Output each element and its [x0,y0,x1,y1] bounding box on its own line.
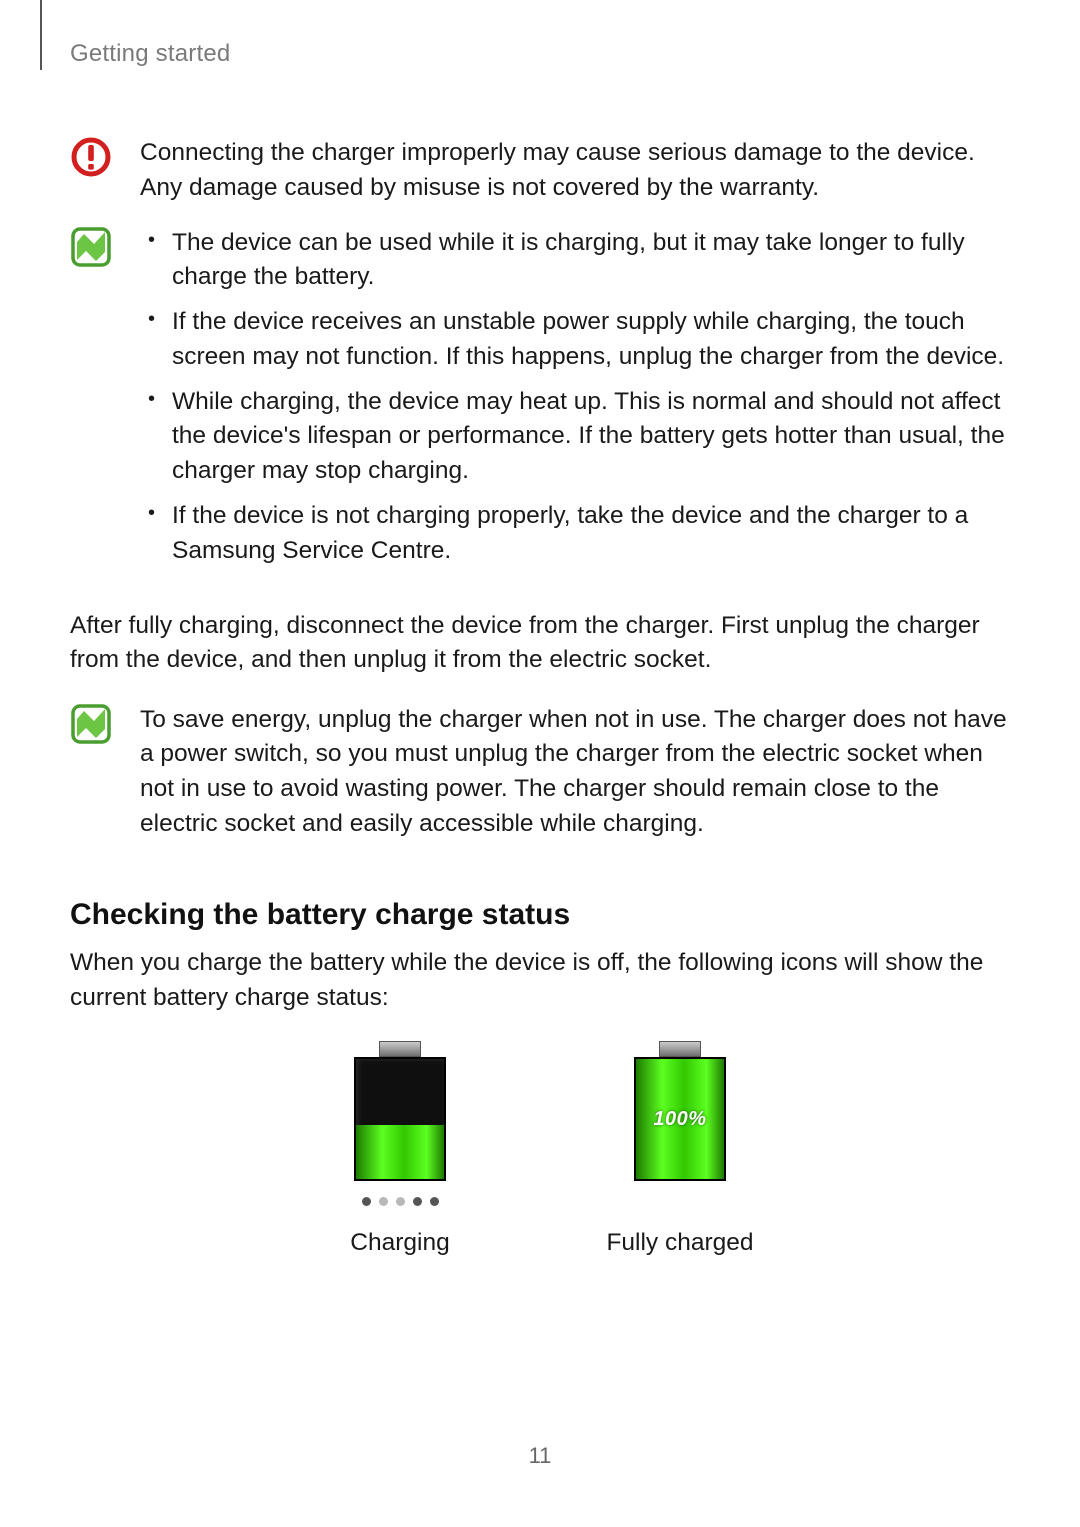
battery-charging-icon [354,1057,446,1181]
dot [362,1197,371,1206]
note-1-list: The device can be used while it is charg… [140,226,1010,569]
note-1-item: If the device receives an unstable power… [172,305,1010,375]
note-1-item: The device can be used while it is charg… [172,226,1010,296]
note-2-text: To save energy, unplug the charger when … [140,703,1010,842]
after-charge-paragraph: After fully charging, disconnect the dev… [70,609,1010,679]
note-icon [70,703,140,848]
status-intro: When you charge the battery while the de… [70,946,1010,1016]
dot [430,1197,439,1206]
dot [396,1197,405,1206]
battery-terminal [659,1041,701,1057]
battery-status-row: Charging 100% Fully charged [70,1041,1010,1257]
dot [379,1197,388,1206]
charging-label: Charging [350,1229,449,1257]
caution-icon [70,136,140,212]
subheading-battery-status: Checking the battery charge status [70,898,1010,932]
dot [413,1197,422,1206]
battery-full-cell: 100% Fully charged [600,1041,760,1257]
note-1-item: While charging, the device may heat up. … [172,385,1010,489]
note-block-1: The device can be used while it is charg… [70,226,1010,579]
battery-terminal [379,1041,421,1057]
full-label: Fully charged [606,1229,753,1257]
battery-100-text: 100% [653,1108,706,1131]
note-icon [70,226,140,579]
battery-fill [356,1125,444,1179]
battery-full-icon: 100% [634,1057,726,1181]
page-header: Getting started [70,40,1010,104]
note-1-item: If the device is not charging properly, … [172,499,1010,569]
section-title: Getting started [70,40,230,68]
note-block-2: To save energy, unplug the charger when … [70,703,1010,848]
charging-dots [362,1197,439,1213]
caution-text: Connecting the charger improperly may ca… [140,136,1010,206]
page-number: 11 [0,1443,1080,1469]
caution-block: Connecting the charger improperly may ca… [70,136,1010,212]
header-rule [40,0,42,70]
battery-charging-cell: Charging [320,1041,480,1257]
